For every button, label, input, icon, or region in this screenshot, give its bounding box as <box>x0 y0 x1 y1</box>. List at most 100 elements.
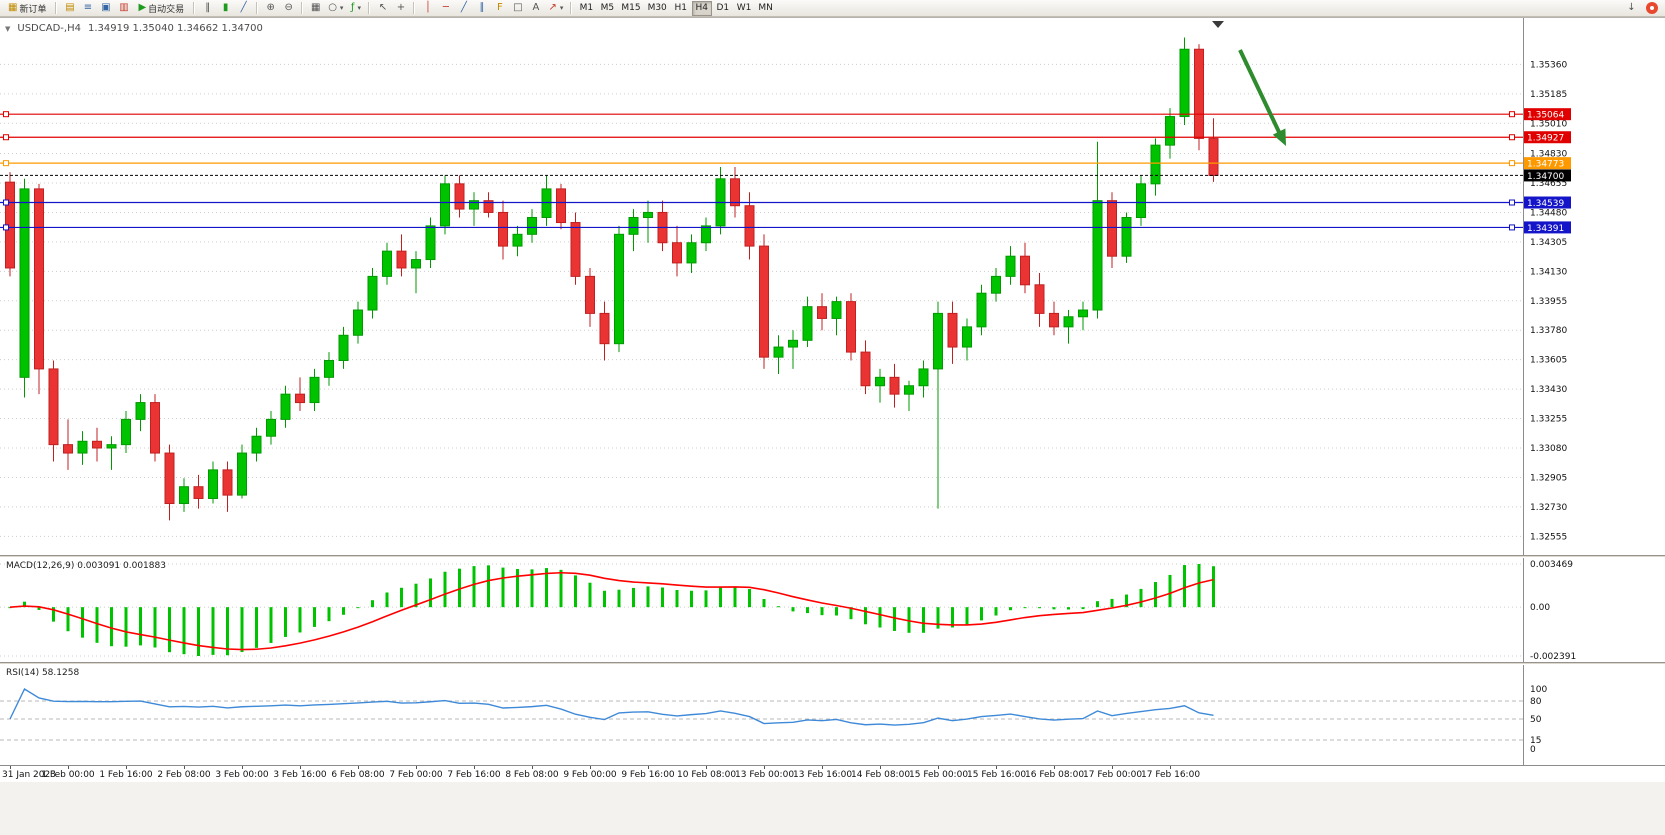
crosshair-icon: + <box>396 2 406 13</box>
indicators-button[interactable]: ƒ ▾ <box>347 1 364 16</box>
auto-trading-icon: ▶ <box>138 2 147 13</box>
timeframe-m15-button[interactable]: M15 <box>618 1 643 16</box>
line-chart-button[interactable]: ╱ <box>235 1 252 16</box>
community-icon-dot <box>1650 6 1654 10</box>
horizontal-line-button[interactable]: ─ <box>437 1 454 16</box>
toolbar: ▦ 新订单 ▤ ≡ ▣ ▥ ▶ 自动交易 ‖ ▮ ╱ ⊕ ⊖ ▦ ○ ▾ ƒ ▾ ↖… <box>0 0 1665 17</box>
toolbar-separator <box>413 2 416 14</box>
charts-icon: ▤ <box>65 2 75 13</box>
horizontal-line-icon: ─ <box>442 2 449 13</box>
timeframe-m1-button[interactable]: M1 <box>576 1 596 16</box>
shapes-icon: □ <box>513 2 523 13</box>
svg-text:1.33605: 1.33605 <box>1530 356 1567 366</box>
tile-windows-icon: ▦ <box>310 2 321 13</box>
vertical-line-icon: │ <box>424 2 431 13</box>
svg-text:1.34480: 1.34480 <box>1530 208 1567 218</box>
svg-text:1.34655: 1.34655 <box>1530 179 1567 189</box>
new-order-label: 新订单 <box>19 4 47 15</box>
svg-text:1.33080: 1.33080 <box>1530 444 1567 454</box>
auto-trading-button[interactable]: ▶ 自动交易 <box>133 1 189 16</box>
svg-text:1.35064: 1.35064 <box>1527 111 1564 121</box>
market-watch-button[interactable]: ≡ <box>79 1 96 16</box>
periods-button[interactable]: ○ ▾ <box>325 1 346 16</box>
timeframe-h1-button[interactable]: H1 <box>671 1 691 16</box>
svg-text:1.35360: 1.35360 <box>1530 60 1567 70</box>
timeframe-d1-button[interactable]: D1 <box>713 1 733 16</box>
arrows-icon: ↗ <box>548 2 557 13</box>
svg-text:1.32905: 1.32905 <box>1530 473 1567 483</box>
time-axis[interactable]: 31 Jan 2023 1 Feb 00:00 1 Feb 16:00 2 Feb 0… <box>0 765 1665 783</box>
svg-text:1.33955: 1.33955 <box>1530 297 1567 307</box>
timeframe-m5-button[interactable]: M5 <box>597 1 617 16</box>
shapes-button[interactable]: □ <box>509 1 526 16</box>
zoom-out-button[interactable]: ⊖ <box>280 1 297 16</box>
svg-text:1.34305: 1.34305 <box>1530 238 1567 248</box>
svg-text:1.33430: 1.33430 <box>1530 385 1567 395</box>
svg-text:1.34927: 1.34927 <box>1527 134 1564 144</box>
download-button[interactable]: ↓ <box>1623 1 1640 16</box>
community-icon[interactable] <box>1646 2 1658 14</box>
arrows-button[interactable]: ↗ ▾ <box>545 1 566 16</box>
svg-text:1.34539: 1.34539 <box>1527 199 1564 209</box>
price-chart-canvas[interactable]: 1.35360 1.35185 1.35010 1.34830 1.34655 1.344… <box>0 18 1665 555</box>
timeframe-m30-button[interactable]: M30 <box>645 1 670 16</box>
chevron-down-icon: ▾ <box>559 4 564 12</box>
toolbar-right-group: ↓ <box>1623 1 1662 16</box>
macd-panel-splitter[interactable] <box>0 555 1665 558</box>
toolbar-separator <box>368 2 371 14</box>
svg-text:100: 100 <box>1530 685 1547 695</box>
svg-text:-0.002391: -0.002391 <box>1530 652 1576 662</box>
svg-text:1.34773: 1.34773 <box>1527 160 1564 170</box>
zoom-out-icon: ⊖ <box>284 2 293 13</box>
bar-chart-button[interactable]: ‖ <box>199 1 216 16</box>
svg-text:1.34130: 1.34130 <box>1530 267 1567 277</box>
rsi-canvas[interactable]: 100 80 50 150 <box>0 665 1665 765</box>
cursor-button[interactable]: ↖ <box>374 1 391 16</box>
toolbar-separator <box>193 2 196 14</box>
crosshair-button[interactable]: + <box>392 1 409 16</box>
indicators-icon: ƒ <box>350 2 355 13</box>
channel-icon: ∥ <box>479 2 485 13</box>
svg-text:1.34700: 1.34700 <box>1527 172 1564 182</box>
trendline-icon: ╱ <box>460 2 467 13</box>
svg-text:1.33255: 1.33255 <box>1530 415 1567 425</box>
download-icon: ↓ <box>1627 2 1636 13</box>
timeframe-w1-button[interactable]: W1 <box>734 1 755 16</box>
svg-text:0: 0 <box>1530 745 1536 755</box>
text-icon: A <box>532 2 540 13</box>
timeframe-mn-button[interactable]: MN <box>755 1 776 16</box>
rsi-panel-splitter[interactable] <box>0 662 1665 665</box>
candlestick-chart-button[interactable]: ▮ <box>217 1 234 16</box>
text-button[interactable]: A <box>527 1 544 16</box>
terminal-icon: ▥ <box>119 2 129 13</box>
macd-canvas[interactable]: 0.003469 0.00 -0.002391 <box>0 558 1665 662</box>
chevron-down-icon: ▾ <box>357 4 361 12</box>
timeframe-h4-button[interactable]: H4 <box>691 0 712 16</box>
svg-text:1.34830: 1.34830 <box>1530 150 1567 160</box>
toolbar-separator <box>256 2 259 14</box>
fibonacci-button[interactable]: F <box>491 1 508 16</box>
svg-text:15: 15 <box>1530 736 1541 746</box>
toolbar-separator <box>55 2 58 14</box>
svg-text:1.33780: 1.33780 <box>1530 326 1567 336</box>
trendline-button[interactable]: ╱ <box>455 1 472 16</box>
zoom-in-button[interactable]: ⊕ <box>262 1 279 16</box>
new-order-button[interactable]: ▦ 新订单 <box>3 1 51 16</box>
market-watch-icon: ≡ <box>83 2 93 13</box>
navigator-icon: ▣ <box>101 2 111 13</box>
vertical-line-button[interactable]: │ <box>419 1 436 16</box>
navigator-button[interactable]: ▣ <box>97 1 114 16</box>
auto-trading-label: 自动交易 <box>148 4 185 15</box>
one-click-collapse-icon[interactable]: ▼ <box>5 24 11 33</box>
svg-text:80: 80 <box>1530 697 1542 707</box>
charts-button[interactable]: ▤ <box>61 1 78 16</box>
tile-windows-button[interactable]: ▦ <box>307 1 324 16</box>
svg-text:1.35010: 1.35010 <box>1530 119 1567 129</box>
channel-button[interactable]: ∥ <box>473 1 490 16</box>
new-order-icon: ▦ <box>8 2 18 13</box>
svg-text:1.32555: 1.32555 <box>1530 532 1567 542</box>
candlestick-chart-icon: ▮ <box>222 2 229 13</box>
periods-icon: ○ <box>328 2 337 13</box>
terminal-button[interactable]: ▥ <box>115 1 132 16</box>
